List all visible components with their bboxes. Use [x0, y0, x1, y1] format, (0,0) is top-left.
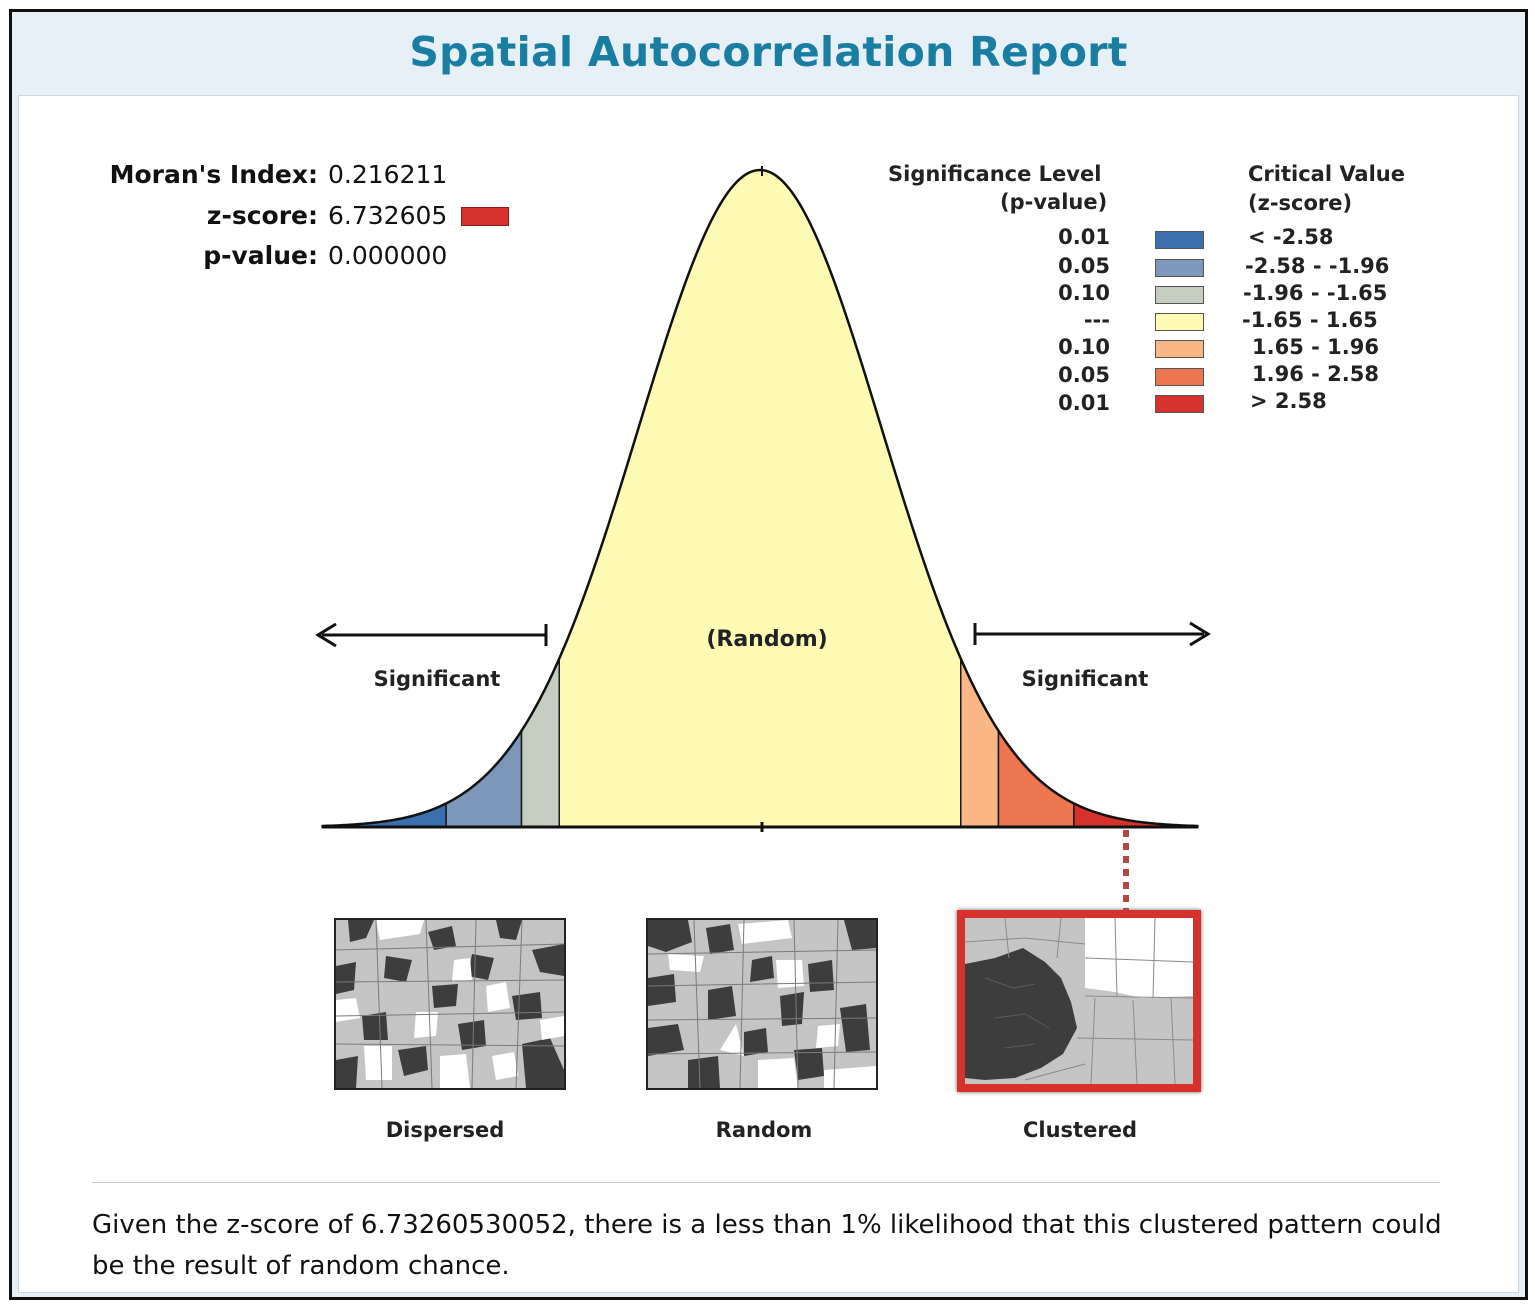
- legend-p-4: 0.10: [1058, 335, 1110, 359]
- legend-z-6: > 2.58: [1250, 389, 1327, 413]
- legend-z-1: -2.58 - -1.96: [1245, 254, 1390, 278]
- legend-critical-header: Critical Value: [1248, 162, 1405, 186]
- legend-swatch-4: [1155, 340, 1204, 358]
- random-label: Random: [715, 1118, 813, 1142]
- legend-z-5: 1.96 - 2.58: [1252, 362, 1379, 386]
- p-value-value: 0.000000: [328, 241, 448, 270]
- legend-swatch-0: [1155, 231, 1204, 249]
- z-score-value: 6.732605: [328, 201, 448, 230]
- dispersed-map-icon: [336, 920, 564, 1088]
- p-value-label: p-value:: [203, 241, 318, 270]
- band-6: [1073, 802, 1199, 828]
- left-significant-label: Significant: [374, 667, 501, 691]
- morans-index-label: Moran's Index:: [109, 160, 318, 189]
- distribution-bands: [321, 169, 1199, 828]
- right-significant-arrow: [973, 621, 1211, 647]
- clustered-map-icon: [965, 918, 1193, 1084]
- right-significant-label: Significant: [1022, 667, 1149, 691]
- legend-critical-subheader: (z-score): [1248, 191, 1353, 215]
- legend-p-0: 0.01: [1058, 225, 1110, 249]
- result-summary: Given the z-score of 6.73260530052, ther…: [92, 1210, 1442, 1281]
- legend-significance-subheader: (p-value): [1000, 190, 1108, 214]
- clustered-pattern-thumbnail: [957, 910, 1201, 1092]
- legend-p-6: 0.01: [1058, 391, 1110, 415]
- legend-z-4: 1.65 - 1.96: [1252, 335, 1379, 359]
- curve-outline: [321, 168, 1199, 828]
- legend-z-0: < -2.58: [1248, 225, 1334, 249]
- z-score-swatch: [461, 207, 509, 226]
- random-annotation: (Random): [706, 627, 827, 652]
- legend-swatch-5: [1155, 368, 1204, 386]
- random-map-icon: [648, 920, 876, 1088]
- band-0: [321, 802, 447, 828]
- legend-z-2: -1.96 - -1.65: [1243, 281, 1388, 305]
- dispersed-pattern-thumbnail: [334, 918, 566, 1090]
- morans-index-value: 0.216211: [328, 160, 448, 189]
- legend-z-3: -1.65 - 1.65: [1242, 308, 1378, 332]
- band-2: [520, 658, 560, 828]
- legend-swatch-6: [1155, 395, 1204, 413]
- legend-p-5: 0.05: [1058, 363, 1110, 387]
- summary-divider: [92, 1182, 1440, 1183]
- legend-swatch-2: [1155, 286, 1204, 304]
- dispersed-label: Dispersed: [385, 1118, 505, 1142]
- legend-significance-header: Significance Level: [888, 162, 1102, 186]
- z-score-label: z-score:: [206, 201, 318, 230]
- clustered-label: Clustered: [1023, 1118, 1137, 1142]
- random-pattern-thumbnail: [646, 918, 878, 1090]
- band-3: [558, 169, 962, 828]
- legend-p-1: 0.05: [1058, 254, 1110, 278]
- legend-swatch-1: [1155, 259, 1204, 277]
- legend-p-2: 0.10: [1058, 281, 1110, 305]
- report-title: Spatial Autocorrelation Report: [409, 28, 1128, 76]
- band-4: [960, 658, 1000, 828]
- legend-swatch-3: [1155, 313, 1204, 331]
- left-significant-arrow: [315, 622, 548, 648]
- legend-p-3: ---: [1083, 308, 1110, 332]
